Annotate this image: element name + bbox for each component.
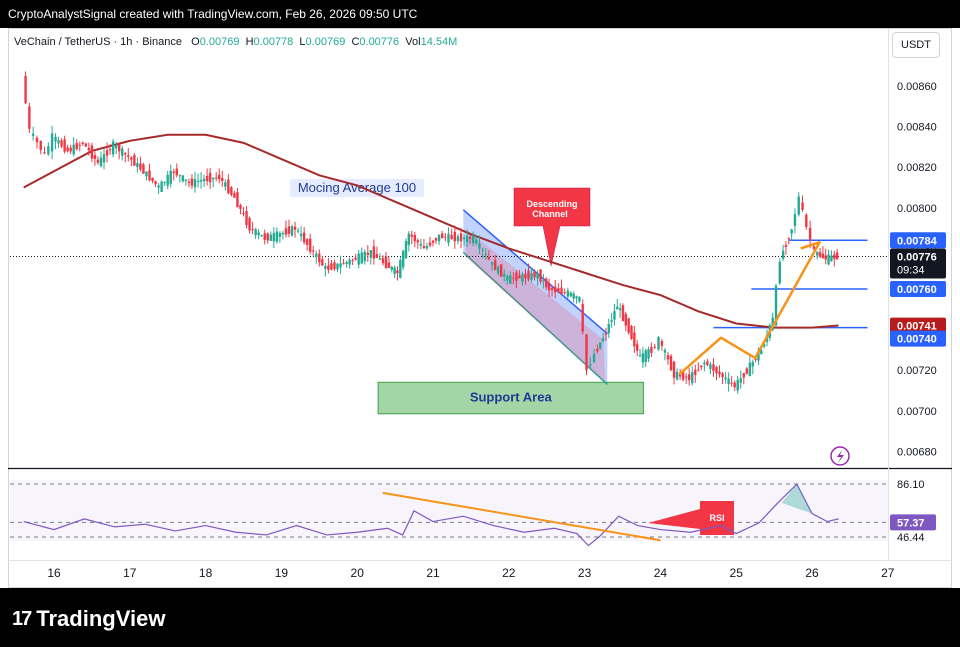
- low-label: L: [299, 36, 306, 48]
- tv-logo-icon: 17: [12, 607, 32, 630]
- currency-unit-button[interactable]: USDT: [892, 32, 940, 58]
- tradingview-logo[interactable]: 17 TradingView: [12, 606, 165, 632]
- footer-bar: 17 TradingView: [0, 588, 960, 647]
- open-value: 0.00769: [199, 36, 240, 48]
- symbol-name[interactable]: VeChain / TetherUS · 1h · Binance: [14, 36, 182, 48]
- high-value: 0.00778: [253, 36, 294, 48]
- close-label: C: [351, 36, 360, 48]
- high-label: H: [245, 36, 254, 48]
- low-value: 0.00769: [305, 36, 346, 48]
- volume-value: 14.54M: [420, 36, 458, 48]
- volume-label: Vol: [405, 36, 421, 48]
- chart-frame: [8, 28, 952, 588]
- brand-name: TradingView: [36, 606, 166, 631]
- symbol-legend: VeChain / TetherUS · 1h · Binance O0.007…: [14, 36, 457, 48]
- close-value: 0.00776: [359, 36, 400, 48]
- chart-header: CryptoAnalystSignal created with Trading…: [0, 0, 960, 28]
- open-label: O: [191, 36, 200, 48]
